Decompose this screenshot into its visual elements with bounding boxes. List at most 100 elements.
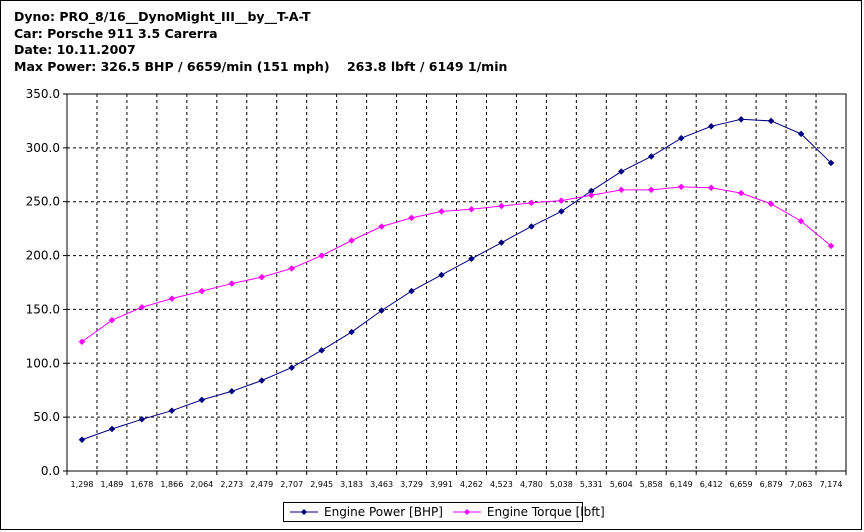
x-tick-label: 3,183 (340, 480, 363, 489)
y-tick-label: 0.0 (41, 464, 60, 478)
series-line-0 (81, 118, 832, 441)
data-point (348, 237, 355, 244)
data-point (228, 387, 236, 395)
data-point (108, 425, 116, 433)
data-point (677, 183, 685, 191)
data-point (528, 223, 535, 230)
data-point (168, 407, 176, 415)
data-point (498, 239, 505, 246)
data-point (528, 199, 535, 207)
data-point (647, 186, 655, 194)
x-tick-label: 6,659 (730, 480, 753, 489)
data-point (797, 217, 805, 225)
x-tick-label: 1,866 (160, 480, 183, 489)
x-tick-label: 5,858 (640, 480, 663, 489)
legend-item: Engine Torque [lbft] (451, 505, 605, 519)
x-tick-label: 3,991 (430, 480, 453, 489)
x-tick-label: 2,064 (190, 480, 213, 489)
y-tick-label: 300.0 (26, 141, 60, 155)
data-point (558, 197, 565, 204)
y-tick-label: 350.0 (26, 87, 60, 101)
data-point (438, 271, 445, 279)
data-point (737, 189, 745, 197)
data-point (258, 273, 266, 281)
data-point (288, 265, 296, 272)
x-tick-label: 4,262 (460, 480, 483, 489)
data-point (767, 117, 775, 125)
legend-item: Engine Power [BHP] (288, 505, 443, 519)
dyno-title: Dyno: PRO_8/16__DynoMight_III__by__T-A-T (14, 9, 311, 24)
data-point (408, 287, 415, 295)
data-point (707, 122, 715, 130)
data-point (378, 307, 385, 314)
y-tick-label: 250.0 (26, 195, 60, 209)
data-point (288, 364, 296, 371)
data-point (108, 316, 116, 324)
data-point (228, 280, 236, 287)
x-tick-label: 3,463 (370, 480, 393, 489)
legend-label: Engine Torque [lbft] (486, 505, 605, 519)
date-label: Date: 10.11.2007 (14, 42, 136, 57)
data-point (498, 202, 505, 210)
series-line-1 (81, 186, 832, 343)
data-point (617, 168, 625, 175)
data-point (827, 242, 835, 250)
x-tick-label: 7,174 (820, 480, 843, 489)
data-point (378, 223, 385, 230)
data-point (318, 347, 326, 354)
x-tick-label: 5,038 (550, 480, 573, 489)
data-point (78, 436, 86, 444)
dyno-header: Dyno: PRO_8/16__DynoMight_III__by__T-A-T… (14, 9, 507, 75)
x-tick-label: 1,298 (71, 480, 94, 489)
x-tick-label: 2,273 (220, 480, 243, 489)
x-tick-label: 4,523 (490, 480, 513, 489)
data-point (168, 295, 176, 303)
x-tick-label: 5,331 (580, 480, 603, 489)
data-point (587, 191, 595, 199)
data-point (198, 396, 206, 404)
x-tick-label: 6,879 (760, 480, 783, 489)
data-point (707, 184, 715, 192)
data-point (737, 115, 745, 123)
y-tick-label: 50.0 (33, 410, 60, 424)
max-power-label: Max Power: 326.5 BHP / 6659/min (151 mph… (14, 58, 508, 74)
data-point (198, 287, 206, 295)
data-point (138, 415, 146, 423)
x-tick-label: 2,707 (280, 480, 303, 489)
data-point (797, 130, 805, 138)
data-point (677, 134, 685, 142)
x-tick-label: 1,678 (130, 480, 153, 489)
data-point (78, 338, 86, 346)
data-point (558, 208, 565, 215)
data-point (318, 252, 326, 259)
x-tick-label: 1,489 (100, 480, 123, 489)
x-tick-label: 6,149 (670, 480, 693, 489)
data-point (258, 377, 266, 384)
y-tick-label: 100.0 (26, 356, 60, 370)
legend-swatch (452, 509, 481, 515)
data-point (408, 214, 415, 222)
x-tick-label: 2,945 (310, 480, 333, 489)
legend-swatch (290, 509, 318, 515)
x-tick-label: 7,063 (790, 480, 813, 489)
y-tick-label: 150.0 (26, 302, 60, 316)
x-tick-label: 4,780 (520, 480, 543, 489)
x-tick-label: 2,479 (250, 480, 273, 489)
data-point (767, 200, 775, 208)
chart-legend: Engine Power [BHP] Engine Torque [lbft] (283, 502, 605, 522)
data-point (827, 159, 835, 167)
car-label: Car: Porsche 911 3.5 Carerra (14, 25, 218, 41)
data-point (138, 303, 146, 311)
y-tick-label: 200.0 (26, 249, 60, 263)
data-point (468, 255, 475, 263)
data-point (438, 208, 445, 215)
data-point (348, 328, 355, 336)
data-point (647, 153, 655, 160)
data-point (468, 205, 475, 213)
legend-label: Engine Power [BHP] (324, 505, 443, 519)
data-point (617, 186, 625, 194)
x-tick-label: 5,604 (610, 480, 633, 489)
x-tick-label: 3,729 (400, 480, 423, 489)
x-tick-label: 6,412 (700, 480, 723, 489)
